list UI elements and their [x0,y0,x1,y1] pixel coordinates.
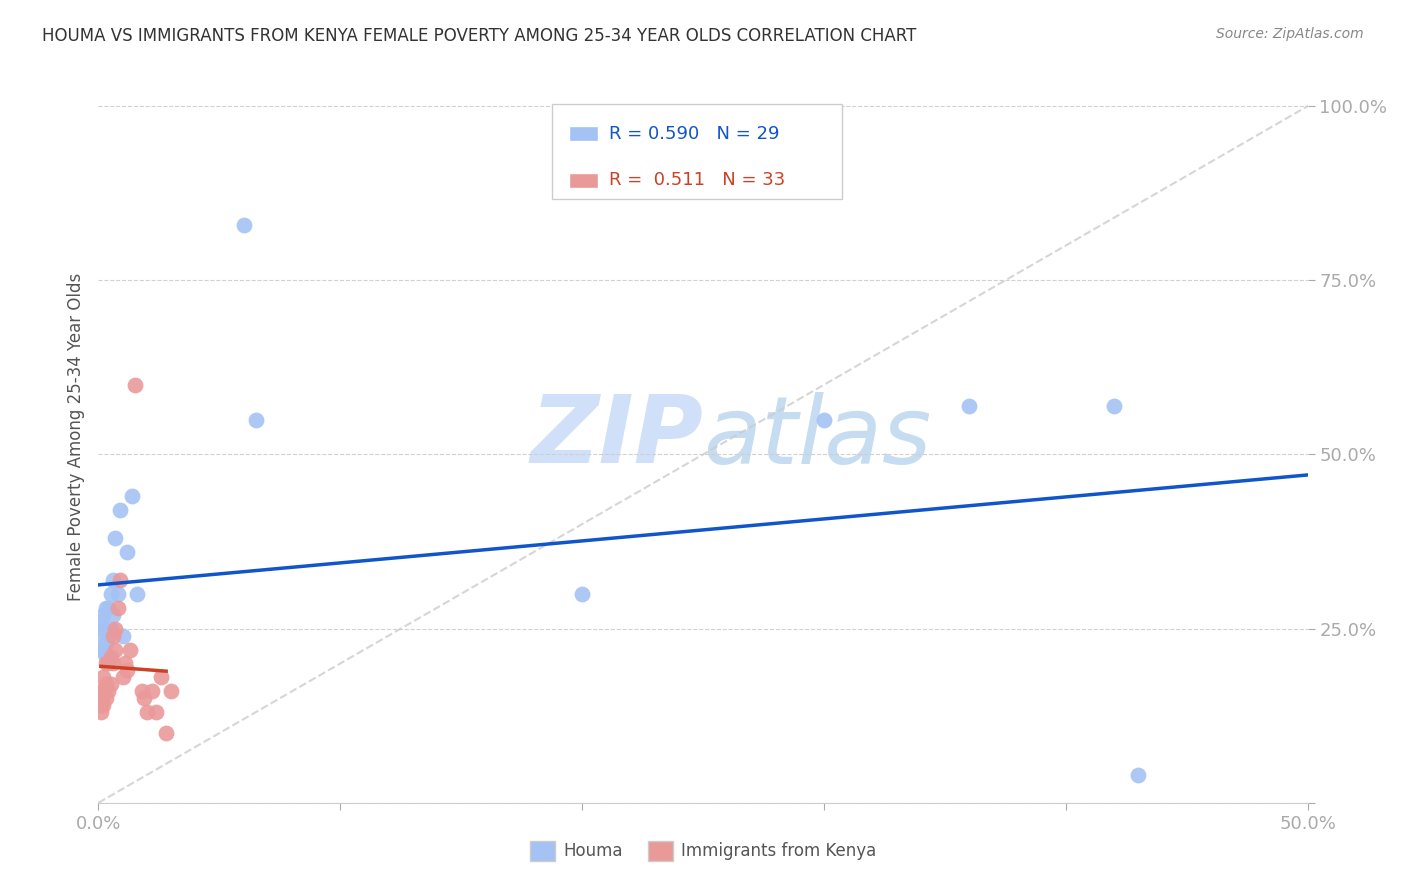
Point [131,684,153,698]
Point [117,664,139,678]
Point [118,642,141,657]
Text: Source: ZipAtlas.com: Source: ZipAtlas.com [1216,27,1364,41]
Y-axis label: Female Poverty Among 25-34 Year Olds: Female Poverty Among 25-34 Year Olds [66,273,84,601]
Legend: Houma, Immigrants from Kenya: Houma, Immigrants from Kenya [523,834,883,868]
Point [160,684,183,698]
Point [97,657,120,671]
Point [104,642,127,657]
Point [1128,768,1150,782]
Point [90,642,112,657]
Text: R =  0.511   N = 33: R = 0.511 N = 33 [609,171,785,189]
Point [101,629,124,643]
Point [145,705,167,719]
Point [100,622,122,636]
Point [91,642,114,657]
Point [121,489,143,503]
Point [107,600,129,615]
Text: R = 0.590   N = 29: R = 0.590 N = 29 [609,125,779,143]
Point [94,649,117,664]
Point [94,677,117,691]
Point [134,691,156,706]
Point [90,615,112,629]
Point [111,629,134,643]
Point [94,691,117,706]
Point [104,531,127,545]
Point [150,670,173,684]
Point [90,629,112,643]
Point [90,684,112,698]
Point [91,684,114,698]
Point [813,412,835,426]
Point [97,600,120,615]
Point [94,635,117,649]
Text: atlas: atlas [703,392,931,483]
Text: HOUMA VS IMMIGRANTS FROM KENYA FEMALE POVERTY AMONG 25-34 YEAR OLDS CORRELATION : HOUMA VS IMMIGRANTS FROM KENYA FEMALE PO… [42,27,917,45]
Point [94,600,117,615]
Point [141,684,163,698]
Point [90,691,112,706]
Point [100,649,122,664]
Point [97,629,120,643]
Point [91,698,114,713]
FancyBboxPatch shape [551,104,842,200]
Point [135,705,157,719]
Point [957,399,980,413]
Point [91,670,114,684]
Point [90,698,112,713]
Point [124,377,146,392]
Point [90,705,112,719]
Point [114,657,136,671]
Point [107,587,129,601]
FancyBboxPatch shape [569,172,598,187]
Point [127,587,149,601]
Point [232,218,254,232]
Point [100,677,122,691]
Point [245,412,267,426]
Point [108,573,131,587]
FancyBboxPatch shape [569,126,598,141]
Point [94,657,117,671]
Point [108,503,131,517]
Point [571,587,593,601]
Point [117,545,139,559]
Point [155,726,177,740]
Point [104,622,127,636]
Point [111,670,134,684]
Point [100,587,122,601]
Text: ZIP: ZIP [530,391,703,483]
Point [97,684,120,698]
Point [101,657,124,671]
Point [91,622,114,636]
Point [1102,399,1125,413]
Point [91,607,114,622]
Point [101,573,124,587]
Point [101,607,124,622]
